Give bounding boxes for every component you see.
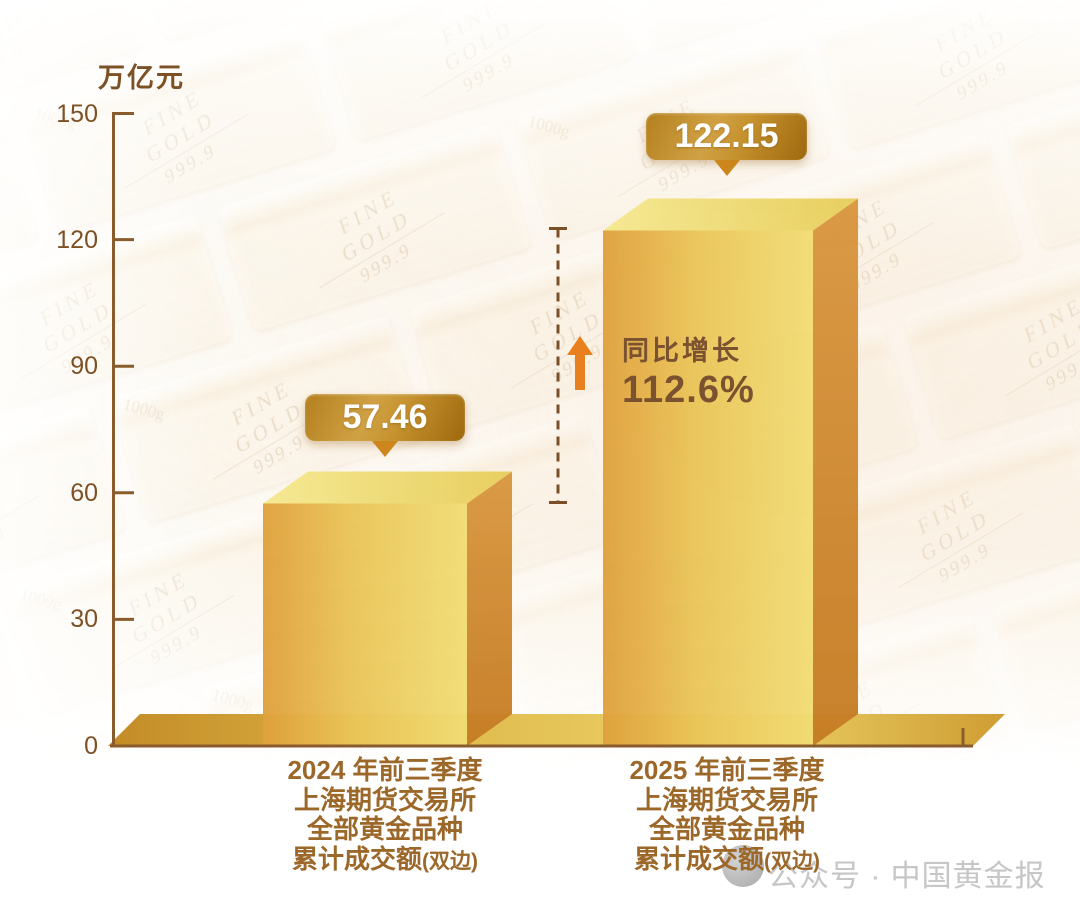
bar-2025-side — [813, 198, 858, 746]
bar-2025-top — [603, 198, 858, 231]
value-label-2025: 122.15 — [674, 117, 779, 155]
badge-pointer-2025 — [713, 160, 740, 176]
value-badge-2025: 122.15 — [646, 113, 807, 176]
x-label-line: 上海期货交易所 — [635, 784, 818, 815]
x-axis-label-2024: 2024 年前三季度 上海期货交易所 全部黄金品种 累计成交额(双边) — [220, 755, 550, 876]
growth-annotation-value: 112.6% — [622, 369, 755, 411]
bar-2024-front — [263, 503, 467, 746]
y-tick-label-120: 120 — [56, 226, 98, 254]
y-tick-label-60: 60 — [70, 479, 98, 507]
growth-indicator — [549, 227, 567, 505]
growth-annotation: 同比增长 112.6% — [622, 329, 755, 412]
badge-pointer-2024 — [372, 441, 398, 457]
value-badge-2024: 57.46 — [305, 394, 465, 457]
bar-2024-side — [467, 471, 512, 746]
bar-2025-front — [603, 230, 813, 746]
y-tick-label-0: 0 — [84, 732, 98, 760]
y-axis-unit-label: 万亿元 — [98, 63, 185, 93]
chart-floor — [108, 714, 1005, 746]
x-label-line: 全部黄金品种 — [306, 814, 463, 844]
y-tick-label-30: 30 — [70, 605, 98, 633]
bar-2024-group — [263, 471, 512, 746]
bar-2025-group — [603, 198, 858, 746]
value-label-2024: 57.46 — [342, 398, 428, 436]
x-label-line: 累计成交额(双边) — [633, 843, 820, 874]
y-tick-label-90: 90 — [70, 352, 98, 380]
y-tick-label-150: 150 — [56, 100, 98, 128]
growth-annotation-label: 同比增长 — [622, 336, 742, 366]
x-axis-label-2025: 2025 年前三季度 上海期货交易所 全部黄金品种 累计成交额(双边) — [562, 755, 892, 876]
x-label-line: 2025 年前三季度 — [629, 755, 825, 785]
x-label-line: 累计成交额(双边) — [291, 843, 478, 874]
x-label-line: 上海期货交易所 — [293, 784, 476, 815]
up-arrow-icon — [567, 336, 593, 390]
x-label-line: 全部黄金品种 — [648, 814, 805, 844]
x-label-line: 2024 年前三季度 — [287, 755, 483, 785]
